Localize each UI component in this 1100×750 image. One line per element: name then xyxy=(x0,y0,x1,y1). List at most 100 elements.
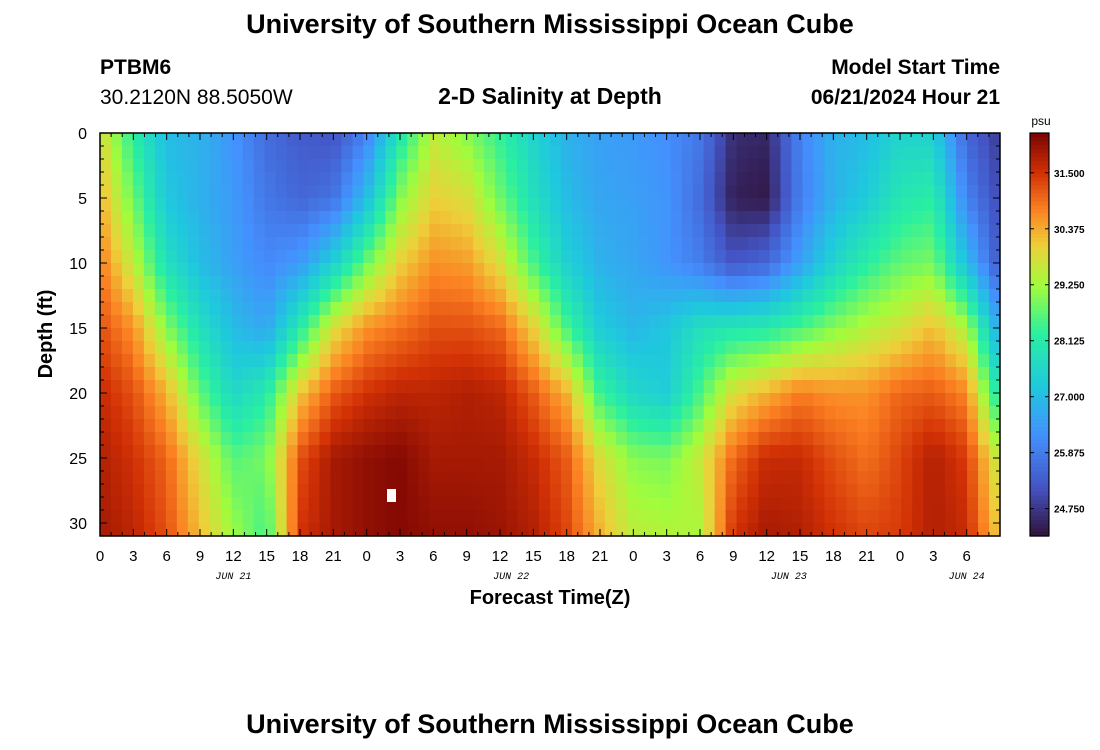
heatmap-cell xyxy=(143,133,156,147)
heatmap-cell xyxy=(440,198,452,212)
heatmap-cell xyxy=(330,185,343,199)
heatmap-cell xyxy=(407,497,419,511)
heatmap-cell xyxy=(165,354,178,368)
heatmap-cell xyxy=(220,185,233,199)
heatmap-cell xyxy=(352,432,365,446)
heatmap-cell xyxy=(989,367,1000,381)
heatmap-cell xyxy=(846,224,858,238)
heatmap-cell xyxy=(198,276,211,290)
heatmap-cell xyxy=(791,289,804,303)
heatmap-cell xyxy=(857,237,869,251)
heatmap-cell xyxy=(670,406,683,420)
heatmap-cell xyxy=(363,471,375,485)
heatmap-cell xyxy=(593,198,606,212)
heatmap-cell xyxy=(571,432,584,446)
heatmap-cell xyxy=(187,341,200,355)
heatmap-cell xyxy=(923,224,935,238)
heatmap-cell xyxy=(462,172,474,186)
heatmap-cell xyxy=(703,510,716,524)
heatmap-cell xyxy=(242,523,255,536)
heatmap-cell xyxy=(736,315,749,329)
page-title: University of Southern Mississippi Ocean… xyxy=(246,9,854,39)
heatmap-cell xyxy=(615,380,628,394)
heatmap-cell xyxy=(385,471,397,485)
heatmap-cell xyxy=(615,289,628,303)
heatmap-cell xyxy=(165,224,178,238)
heatmap-cell xyxy=(100,471,112,485)
heatmap-cell xyxy=(703,341,716,355)
heatmap-cell xyxy=(769,523,782,536)
heatmap-cell xyxy=(473,237,485,251)
heatmap-cell xyxy=(857,341,869,355)
heatmap-cell xyxy=(692,302,705,316)
heatmap-cell xyxy=(791,146,804,160)
heatmap-cell xyxy=(550,341,562,355)
heatmap-cell xyxy=(736,510,749,524)
heatmap-cell xyxy=(582,250,595,264)
heatmap-cell xyxy=(264,159,277,173)
heatmap-cell xyxy=(615,133,628,147)
heatmap-cell xyxy=(615,510,628,524)
heatmap-cell xyxy=(110,250,123,264)
heatmap-cell xyxy=(506,523,518,536)
heatmap-cell xyxy=(242,276,255,290)
heatmap-cell xyxy=(462,211,474,225)
heatmap-cell xyxy=(791,250,804,264)
heatmap-cell xyxy=(319,159,332,173)
heatmap-cell xyxy=(978,419,990,433)
heatmap-cell xyxy=(231,172,244,186)
heatmap-cell xyxy=(703,393,716,407)
heatmap-cell xyxy=(341,484,354,498)
heatmap-cell xyxy=(780,146,793,160)
heatmap-cell xyxy=(517,302,529,316)
heatmap-cell xyxy=(451,406,463,420)
heatmap-cell xyxy=(703,432,716,446)
heatmap-cell xyxy=(670,185,683,199)
heatmap-cell xyxy=(341,302,354,316)
heatmap-cell xyxy=(923,250,935,264)
heatmap-cell xyxy=(440,289,452,303)
heatmap-cell xyxy=(132,211,145,225)
heatmap-cell xyxy=(165,328,178,342)
heatmap-cell xyxy=(187,237,200,251)
heatmap-cell xyxy=(604,354,617,368)
heatmap-cell xyxy=(923,341,935,355)
heatmap-cell xyxy=(154,406,167,420)
heatmap-cell xyxy=(176,328,189,342)
colorbar-segment xyxy=(1030,322,1049,328)
colorbar-segment xyxy=(1030,326,1049,332)
heatmap-cell xyxy=(352,510,365,524)
heatmap-cell xyxy=(363,263,375,277)
heatmap-cell xyxy=(956,445,968,459)
heatmap-cell xyxy=(132,224,145,238)
heatmap-cell xyxy=(176,211,189,225)
heatmap-cell xyxy=(747,419,760,433)
heatmap-cell xyxy=(176,302,189,316)
heatmap-cell xyxy=(901,172,913,186)
x-tick-label: 9 xyxy=(196,548,204,565)
heatmap-cell xyxy=(571,146,584,160)
heatmap-cell xyxy=(637,172,650,186)
heatmap-cell xyxy=(528,354,540,368)
heatmap-cell xyxy=(659,367,672,381)
heatmap-cell xyxy=(198,237,211,251)
heatmap-cell xyxy=(517,237,529,251)
heatmap-cell xyxy=(176,159,189,173)
heatmap-cell xyxy=(176,354,189,368)
heatmap-cell xyxy=(242,146,255,160)
heatmap-cell xyxy=(550,367,562,381)
heatmap-cell xyxy=(571,380,584,394)
heatmap-cell xyxy=(604,484,617,498)
heatmap-cell xyxy=(451,146,463,160)
heatmap-cell xyxy=(846,523,858,536)
date-label: JUN 22 xyxy=(493,572,529,583)
heatmap-cell xyxy=(374,133,386,147)
heatmap-cell xyxy=(714,224,727,238)
heatmap-cell xyxy=(901,159,913,173)
heatmap-cell xyxy=(352,172,365,186)
heatmap-cell xyxy=(692,341,705,355)
heatmap-cell xyxy=(967,341,979,355)
heatmap-cell xyxy=(582,523,595,536)
heatmap-cell xyxy=(736,211,749,225)
heatmap-cell xyxy=(879,445,891,459)
